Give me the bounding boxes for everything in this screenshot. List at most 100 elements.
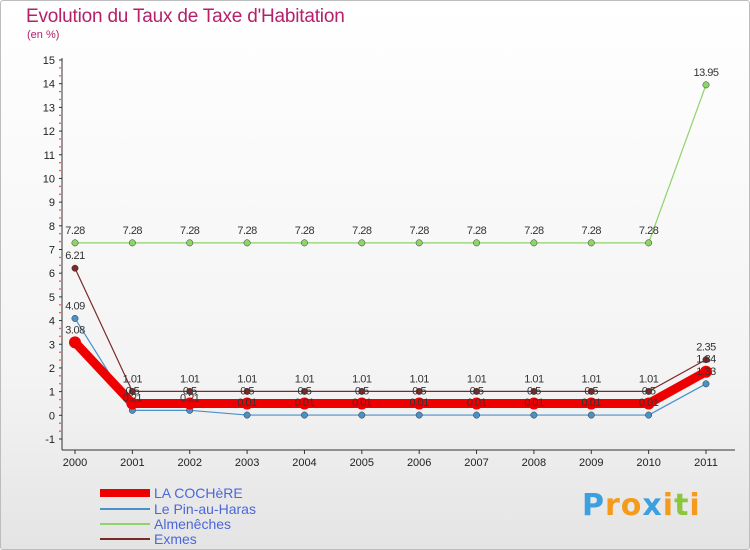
x-tick-label: 2006 [407,457,431,469]
data-label: 1.01 [639,373,659,385]
y-tick-label: 11 [44,150,55,162]
data-point [530,239,538,247]
data-label: 1.01 [237,373,257,385]
data-label: 0.01 [237,397,257,409]
data-point [183,397,196,410]
y-minor-tick [59,264,61,267]
data-point [358,411,366,419]
y-tick-label: 12 [43,126,55,138]
y-minor-tick [59,359,61,361]
data-label: 0.5 [470,385,484,397]
series-line-0 [70,337,711,408]
y-minor-tick [59,74,61,77]
y-minor-tick [59,169,61,172]
data-label: 3.08 [65,324,85,336]
data-point [243,411,251,419]
data-label: 0.5 [355,385,369,397]
data-point [358,239,366,247]
y-tick-label: 10 [43,173,55,185]
x-tick-label: 2007 [464,457,488,469]
series-line-3 [74,267,707,392]
data-label: 0.5 [298,385,312,397]
data-point [700,365,712,378]
y-minor-tick [59,382,61,385]
data-label: 0.5 [183,385,197,397]
data-point [69,336,81,349]
data-point [530,387,538,395]
legend-swatch [100,508,150,510]
y-tick-label: 7 [49,245,55,257]
data-point [301,239,308,247]
data-point [413,397,426,410]
data-label: 0.5 [642,385,656,397]
logo-letter: x [642,488,663,523]
data-label: 7.28 [639,225,659,237]
data-point [71,314,79,322]
data-point [645,239,653,247]
y-minor-tick [59,232,61,235]
data-point [415,411,423,419]
data-point [243,239,251,247]
data-label: 7.28 [237,225,257,237]
legend-swatch [100,538,150,540]
data-label: 0.5 [412,385,426,397]
data-point [415,387,423,395]
data-point [587,387,595,395]
y-minor-tick [59,406,61,409]
y-minor-tick [59,185,61,188]
data-label: 0.5 [584,385,598,397]
x-tick-label: 2002 [177,457,201,469]
data-label: 6.21 [65,250,85,262]
data-label: 0.21 [180,392,200,404]
x-tick-label: 2008 [522,457,546,469]
data-label: 0.01 [524,397,544,409]
y-minor-tick [59,240,61,243]
logo-letter: r [605,488,621,523]
y-tick-label: 1 [49,387,55,399]
x-tick-label: 2010 [636,457,660,469]
data-point [527,397,540,410]
data-point [71,239,79,247]
data-point [128,239,136,247]
data-label: 1.01 [409,373,429,385]
x-tick-label: 2011 [694,457,718,469]
data-label: 0.01 [352,397,372,409]
data-label: 1.01 [582,373,602,385]
y-tick-label: 2 [49,363,55,375]
data-point [358,387,366,395]
data-label: 1.01 [123,373,143,385]
y-tick-label: -1 [45,434,55,446]
legend-label: Le Pin-au-Haras [154,501,256,517]
logo-letter: i [662,488,675,523]
y-minor-tick [59,98,61,101]
y-minor-tick [59,375,61,377]
logo-letter: i [689,488,701,523]
y-minor-tick [59,422,61,425]
data-label: 1.01 [467,373,487,385]
data-point [587,411,595,419]
chart-subtitle: (en %) [27,29,60,41]
y-minor-tick [59,311,61,314]
data-label: 7.28 [582,225,602,237]
data-label: 1.01 [295,373,315,385]
data-label: 0.01 [639,397,659,409]
y-tick-label: 4 [49,316,55,328]
data-point [186,387,194,395]
data-label: 4.09 [65,300,85,312]
y-tick-label: 5 [49,292,55,304]
logo-letter: P [582,488,605,523]
data-point [186,239,194,247]
y-tick-label: 0 [49,410,55,422]
y-minor-tick [59,288,61,290]
data-point [473,411,480,419]
data-point [645,387,653,395]
data-label: 0.5 [240,385,254,397]
data-point [702,380,710,388]
y-minor-tick [59,335,61,338]
y-minor-tick [59,351,61,353]
data-point [473,387,480,395]
y-tick-label: 9 [49,197,55,209]
data-point [415,239,423,247]
data-point [126,397,139,410]
